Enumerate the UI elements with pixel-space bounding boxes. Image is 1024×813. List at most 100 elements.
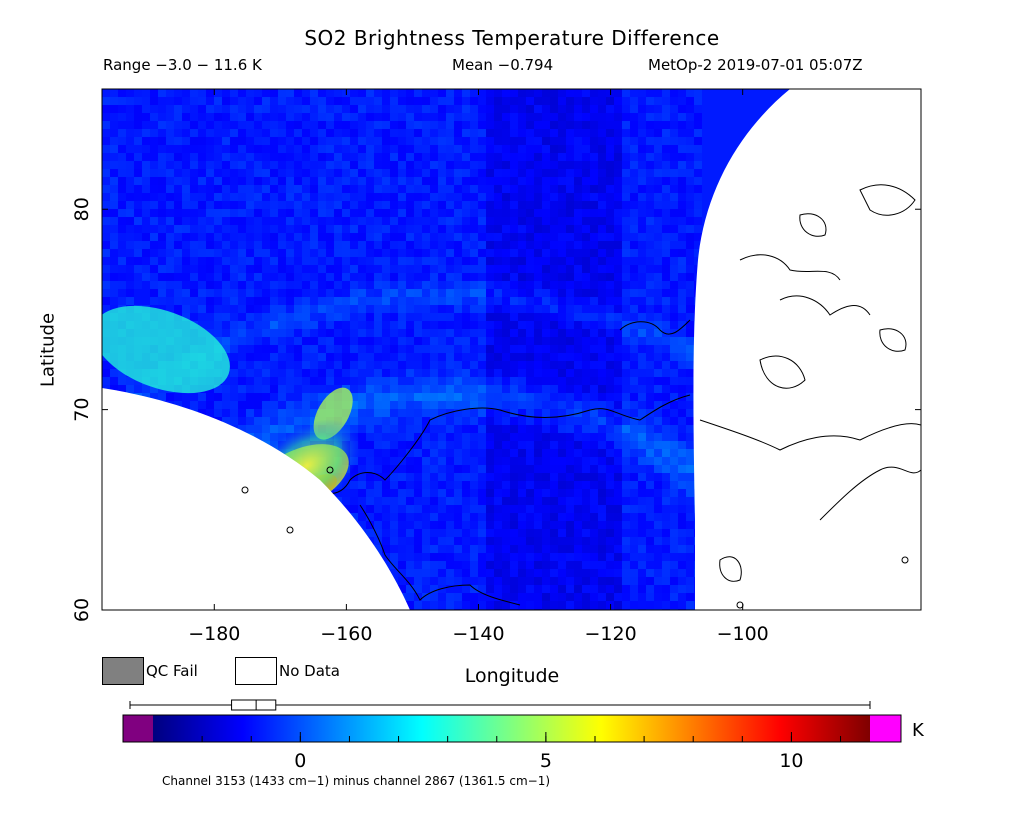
field-pixel <box>142 385 150 393</box>
field-pixel <box>622 481 630 489</box>
field-pixel <box>654 209 662 217</box>
field-pixel <box>518 305 526 313</box>
field-pixel <box>454 553 462 561</box>
field-pixel <box>406 521 414 529</box>
field-pixel <box>318 185 326 193</box>
field-pixel <box>662 249 670 257</box>
field-pixel <box>158 241 166 249</box>
field-pixel <box>510 137 518 145</box>
field-pixel <box>262 257 270 265</box>
field-pixel <box>670 393 678 401</box>
field-pixel <box>542 329 550 337</box>
field-pixel <box>190 201 198 209</box>
field-pixel <box>486 337 494 345</box>
field-pixel <box>614 385 622 393</box>
field-pixel <box>350 313 358 321</box>
field-pixel <box>582 593 590 601</box>
field-pixel <box>134 89 142 97</box>
field-pixel <box>422 601 430 609</box>
field-pixel <box>270 145 278 153</box>
field-pixel <box>366 521 374 529</box>
field-pixel <box>350 209 358 217</box>
field-pixel <box>686 169 694 177</box>
field-pixel <box>246 425 254 433</box>
field-pixel <box>614 425 622 433</box>
field-pixel <box>126 177 134 185</box>
field-pixel <box>398 569 406 577</box>
field-pixel <box>486 97 494 105</box>
field-pixel <box>638 201 646 209</box>
field-pixel <box>310 217 318 225</box>
field-pixel <box>462 417 470 425</box>
field-pixel <box>350 409 358 417</box>
field-pixel <box>646 489 654 497</box>
field-pixel <box>318 161 326 169</box>
field-pixel <box>110 249 118 257</box>
field-pixel <box>430 241 438 249</box>
field-pixel <box>366 329 374 337</box>
x-axis: −180 −160 −140 −120 −100 <box>188 89 769 645</box>
field-pixel <box>390 137 398 145</box>
field-pixel <box>678 297 686 305</box>
field-pixel <box>246 361 254 369</box>
field-pixel <box>262 305 270 313</box>
field-pixel <box>614 289 622 297</box>
field-pixel <box>430 177 438 185</box>
field-pixel <box>390 545 398 553</box>
field-pixel <box>214 145 222 153</box>
field-pixel <box>502 305 510 313</box>
field-pixel <box>566 401 574 409</box>
field-pixel <box>230 225 238 233</box>
field-pixel <box>214 113 222 121</box>
field-pixel <box>558 513 566 521</box>
field-pixel <box>646 369 654 377</box>
field-pixel <box>566 593 574 601</box>
field-pixel <box>670 473 678 481</box>
field-pixel <box>622 521 630 529</box>
field-pixel <box>678 369 686 377</box>
field-pixel <box>118 121 126 129</box>
field-pixel <box>110 161 118 169</box>
field-pixel <box>454 225 462 233</box>
field-pixel <box>630 561 638 569</box>
field-pixel <box>310 417 318 425</box>
field-pixel <box>574 585 582 593</box>
field-pixel <box>326 161 334 169</box>
field-pixel <box>198 97 206 105</box>
field-pixel <box>566 177 574 185</box>
field-pixel <box>462 233 470 241</box>
field-pixel <box>502 457 510 465</box>
field-pixel <box>118 225 126 233</box>
field-pixel <box>670 441 678 449</box>
field-pixel <box>326 345 334 353</box>
field-pixel <box>478 425 486 433</box>
field-pixel <box>118 97 126 105</box>
field-pixel <box>398 369 406 377</box>
field-pixel <box>414 353 422 361</box>
field-pixel <box>630 369 638 377</box>
field-pixel <box>278 145 286 153</box>
field-pixel <box>558 417 566 425</box>
field-pixel <box>430 369 438 377</box>
field-pixel <box>254 273 262 281</box>
field-pixel <box>614 577 622 585</box>
field-pixel <box>254 321 262 329</box>
field-pixel <box>158 97 166 105</box>
field-pixel <box>614 601 622 609</box>
field-pixel <box>262 313 270 321</box>
field-pixel <box>414 169 422 177</box>
field-pixel <box>630 385 638 393</box>
field-pixel <box>358 193 366 201</box>
field-pixel <box>550 153 558 161</box>
field-pixel <box>646 321 654 329</box>
field-pixel <box>502 313 510 321</box>
field-pixel <box>294 353 302 361</box>
field-pixel <box>126 129 134 137</box>
field-pixel <box>590 401 598 409</box>
field-pixel <box>670 249 678 257</box>
field-pixel <box>406 153 414 161</box>
field-pixel <box>470 521 478 529</box>
field-pixel <box>126 113 134 121</box>
field-pixel <box>534 385 542 393</box>
field-pixel <box>582 241 590 249</box>
